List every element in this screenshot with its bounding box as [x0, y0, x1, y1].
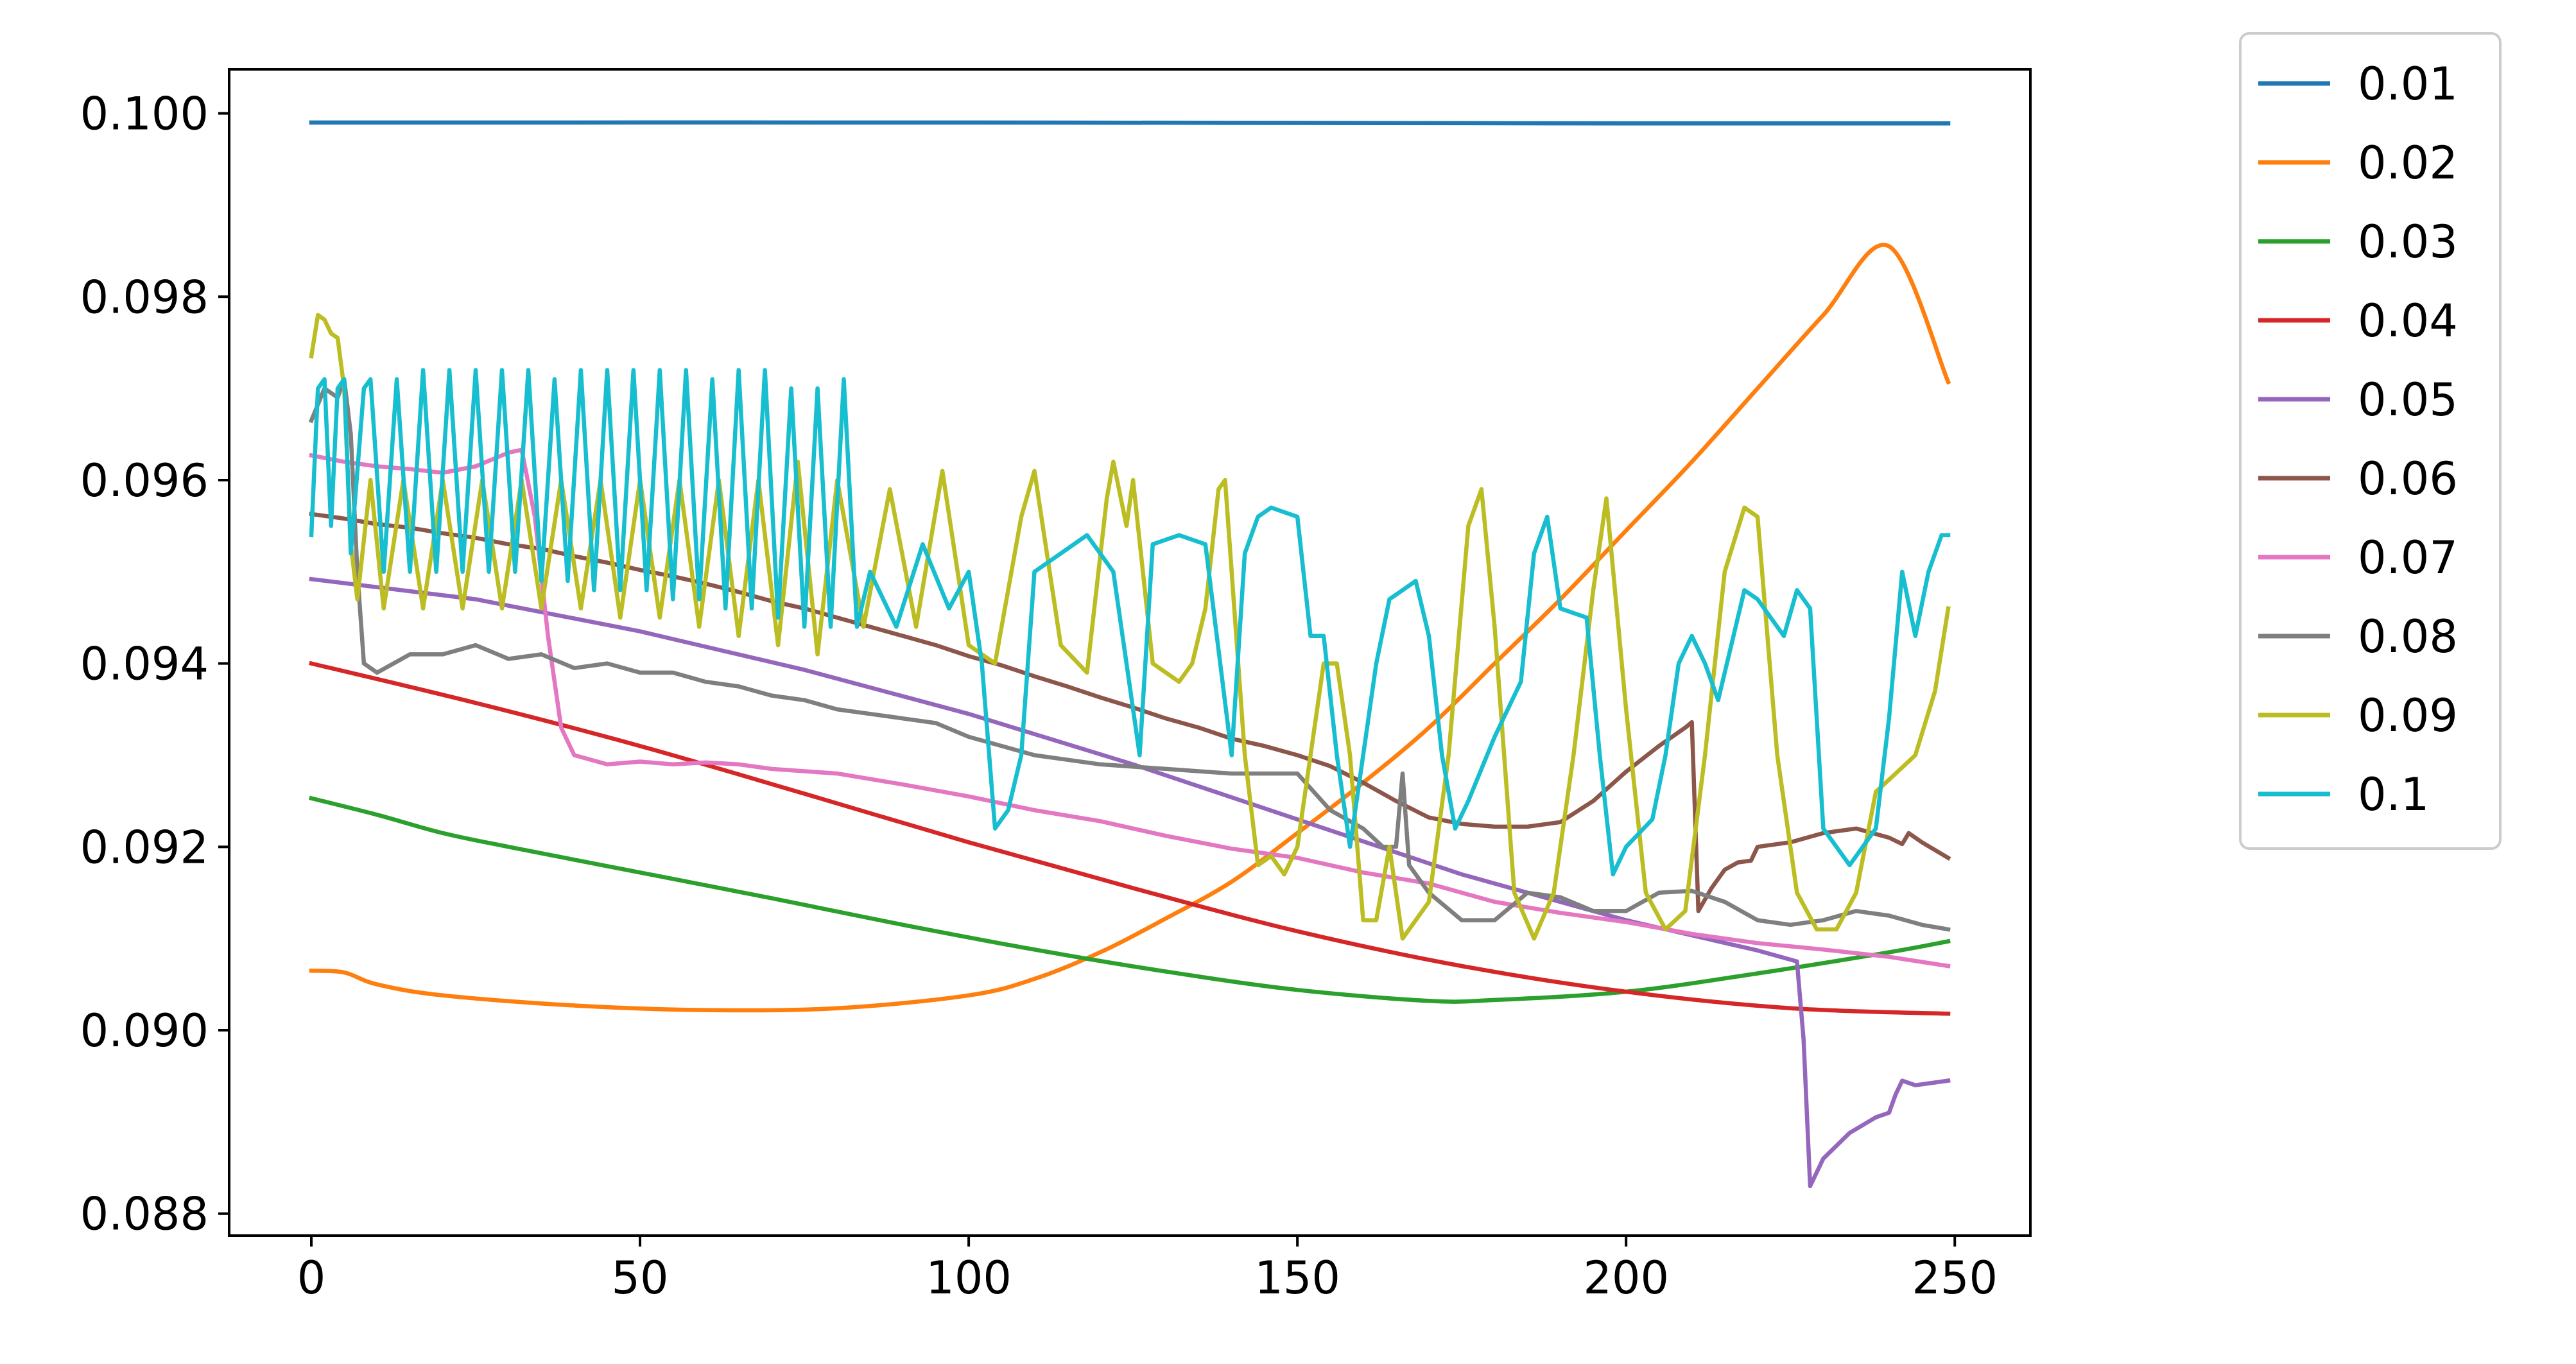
x-axis: 0 50 100 150 200 250 [297, 1236, 1998, 1304]
legend-box [2239, 32, 2502, 850]
x-tick-label: 200 [1583, 1252, 1669, 1304]
x-tick-label: 50 [612, 1252, 669, 1304]
legend-label: 0.05 [2358, 374, 2458, 426]
series-lines [308, 120, 1951, 1189]
y-tick-label: 0.090 [80, 1005, 209, 1057]
legend-label: 0.03 [2358, 216, 2458, 268]
series-line-0-09 [309, 313, 1951, 941]
y-tick-label: 0.094 [80, 638, 209, 691]
series-line-0-08 [308, 377, 1951, 932]
y-tick-label: 0.088 [80, 1188, 209, 1241]
x-tick-label: 0 [297, 1252, 326, 1304]
legend-label: 0.08 [2358, 610, 2458, 663]
legend-label: 0.02 [2358, 137, 2458, 189]
x-tick-label: 250 [1912, 1252, 1998, 1304]
series-line-0-05 [309, 576, 1951, 1189]
series-line-0-07 [309, 447, 1951, 969]
series-line-0-1 [309, 368, 1951, 877]
legend-label: 0.07 [2358, 531, 2458, 584]
legend-label: 0.06 [2358, 453, 2458, 505]
plot-frame [228, 68, 2032, 1237]
legend-label: 0.09 [2358, 689, 2458, 742]
series-line-0-04 [309, 660, 1951, 1016]
plot-area [228, 68, 2032, 1237]
y-axis: 0.088 0.090 0.092 0.094 0.096 0.098 0.100 [80, 88, 229, 1241]
legend-label: 0.01 [2358, 58, 2458, 110]
y-tick-label: 0.098 [80, 271, 209, 324]
series-line-0-03 [309, 795, 1951, 1004]
series-line-0-01 [309, 120, 1951, 126]
legend-label: 0.04 [2358, 295, 2458, 347]
legend-label: 0.1 [2358, 768, 2429, 821]
y-tick-label: 0.096 [80, 454, 209, 507]
y-tick-label: 0.092 [80, 821, 209, 874]
y-tick-label: 0.100 [80, 88, 209, 141]
legend: 0.01 0.02 0.03 0.04 0.05 0.06 0.07 0.08 0.09 0.1 [2239, 32, 2502, 850]
x-tick-label: 150 [1254, 1252, 1340, 1304]
x-tick-label: 100 [926, 1252, 1012, 1304]
